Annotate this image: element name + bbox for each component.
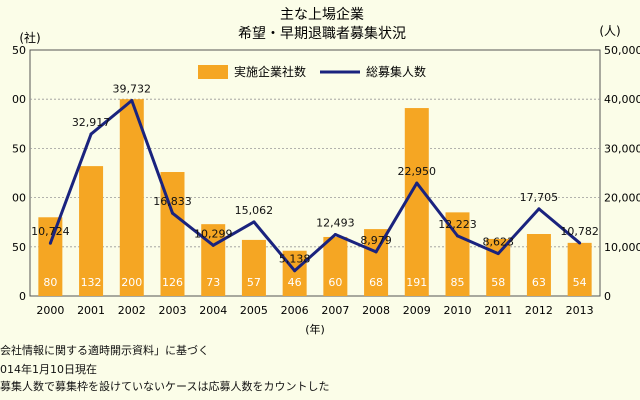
y-left-tick-label: 50 [12, 142, 26, 155]
y-right-tick-label: 40,000 [604, 93, 640, 106]
line-point [48, 241, 52, 245]
line-point [252, 220, 256, 224]
x-tick-label: 2003 [159, 304, 187, 317]
y-left-axis-label: (社) [19, 30, 40, 45]
legend-line-label: 総募集人数 [366, 64, 426, 79]
grid [30, 98, 600, 248]
axes: 0 50 00 50 00 50 0 10,000 20,000 30,000 40,000 50,0… [12, 44, 640, 317]
bar-value-label: 46 [288, 276, 302, 289]
line-point [456, 234, 459, 238]
line-value-label: 5,138 [279, 253, 311, 266]
line-value-label: 8,623 [482, 236, 514, 249]
chart-subtitle: 希望・早期退職者募集状況 [238, 25, 406, 42]
line-value-label: 8,979 [360, 234, 392, 247]
source-note: 会社情報に関する適時開示資料」に基づく [0, 344, 209, 357]
legend: 実施企業社数 総募集人数 [192, 62, 442, 82]
bar [79, 166, 104, 296]
bar-value-label: 68 [369, 276, 383, 289]
y-right-tick-label: 30,000 [604, 142, 640, 155]
x-tick-label: 2010 [444, 304, 472, 317]
line-value-label: 39,732 [113, 83, 152, 96]
line-value-label: 22,950 [398, 165, 437, 178]
legend-box [192, 62, 442, 82]
line-point [171, 211, 174, 215]
bar [323, 236, 348, 296]
bar-value-label: 85 [451, 276, 465, 289]
line-point [537, 207, 541, 211]
line-point [333, 233, 337, 237]
x-tick-label: 2013 [566, 304, 594, 317]
y-right-tick-label: 20,000 [604, 192, 640, 205]
bar [38, 217, 63, 296]
line-value-label: 17,705 [520, 191, 559, 204]
y-right-tick-label: 10,000 [604, 241, 640, 254]
line-point [415, 181, 419, 185]
x-tick-label: 2001 [77, 304, 105, 317]
line-value-label: 16,833 [153, 195, 192, 208]
bar [404, 108, 429, 296]
bar [486, 238, 511, 296]
line-point [89, 132, 93, 136]
x-tick-label: 2011 [484, 304, 512, 317]
bar-value-label: 57 [247, 276, 261, 289]
bar [282, 250, 307, 296]
bar-value-label: 54 [573, 276, 587, 289]
bar-value-label: 60 [328, 276, 342, 289]
y-left-tick-label: 00 [12, 192, 26, 205]
bar [241, 239, 266, 296]
line-value-label: 10,724 [31, 225, 70, 238]
y-left-tick-label: 50 [12, 241, 26, 254]
line-path [48, 99, 581, 273]
x-axis-label: (年) [305, 322, 325, 336]
line-value-label: 12,493 [316, 217, 355, 230]
bar [201, 224, 226, 296]
line-value-label: 10,782 [560, 225, 599, 238]
x-tick-label: 2007 [321, 304, 349, 317]
x-tick-label: 2000 [36, 304, 64, 317]
bar-value-label: 200 [121, 276, 142, 289]
legend-bar-label: 実施企業社数 [234, 64, 306, 79]
bar-value-label: 63 [532, 276, 546, 289]
line-value-label: 32,917 [72, 116, 111, 129]
bar [119, 99, 144, 296]
line-point [293, 269, 297, 273]
data-labels: 80 132 200 126 73 57 46 60 68 191 85 58 63 54 10,724 32… [31, 83, 599, 289]
x-tick-label: 2004 [199, 304, 227, 317]
bar [567, 242, 592, 296]
y-right-tick-label: 0 [604, 290, 611, 303]
y-left-tick-label: 50 [12, 44, 26, 57]
x-tick-label: 2008 [362, 304, 390, 317]
count-note: 募集人数で募集枠を設けていないケースは応募人数をカウントした [0, 380, 330, 393]
x-tick-label: 2012 [525, 304, 553, 317]
bar-value-label: 132 [81, 276, 102, 289]
line-point [211, 243, 215, 247]
y-left-tick-label: 00 [12, 93, 26, 106]
x-tick-label: 2009 [403, 304, 431, 317]
bar [526, 234, 551, 296]
bar-value-label: 58 [491, 276, 505, 289]
bar-value-label: 126 [162, 276, 183, 289]
y-left-tick-label: 0 [19, 290, 26, 303]
x-tick-label: 2005 [240, 304, 268, 317]
legend-bar-swatch [198, 65, 228, 79]
x-tick-label: 2006 [281, 304, 309, 317]
y-right-axis-label: (人) [599, 24, 620, 38]
bar-value-label: 80 [43, 276, 57, 289]
line-point [496, 252, 500, 256]
line-point [578, 241, 582, 245]
line-series [48, 99, 582, 273]
line-value-label: 15,062 [235, 204, 274, 217]
chart-title: 主な上場企業 [280, 6, 364, 23]
line-value-label: 10,299 [194, 227, 233, 240]
line-point [374, 250, 378, 254]
line-value-label: 12,223 [438, 218, 477, 231]
date-note: 014年1月10日現在 [0, 363, 97, 376]
bar-value-label: 73 [206, 276, 220, 289]
line-point [130, 99, 134, 103]
x-tick-label: 2002 [118, 304, 146, 317]
bar-value-label: 191 [406, 276, 427, 289]
y-right-tick-label: 50,000 [604, 44, 640, 57]
